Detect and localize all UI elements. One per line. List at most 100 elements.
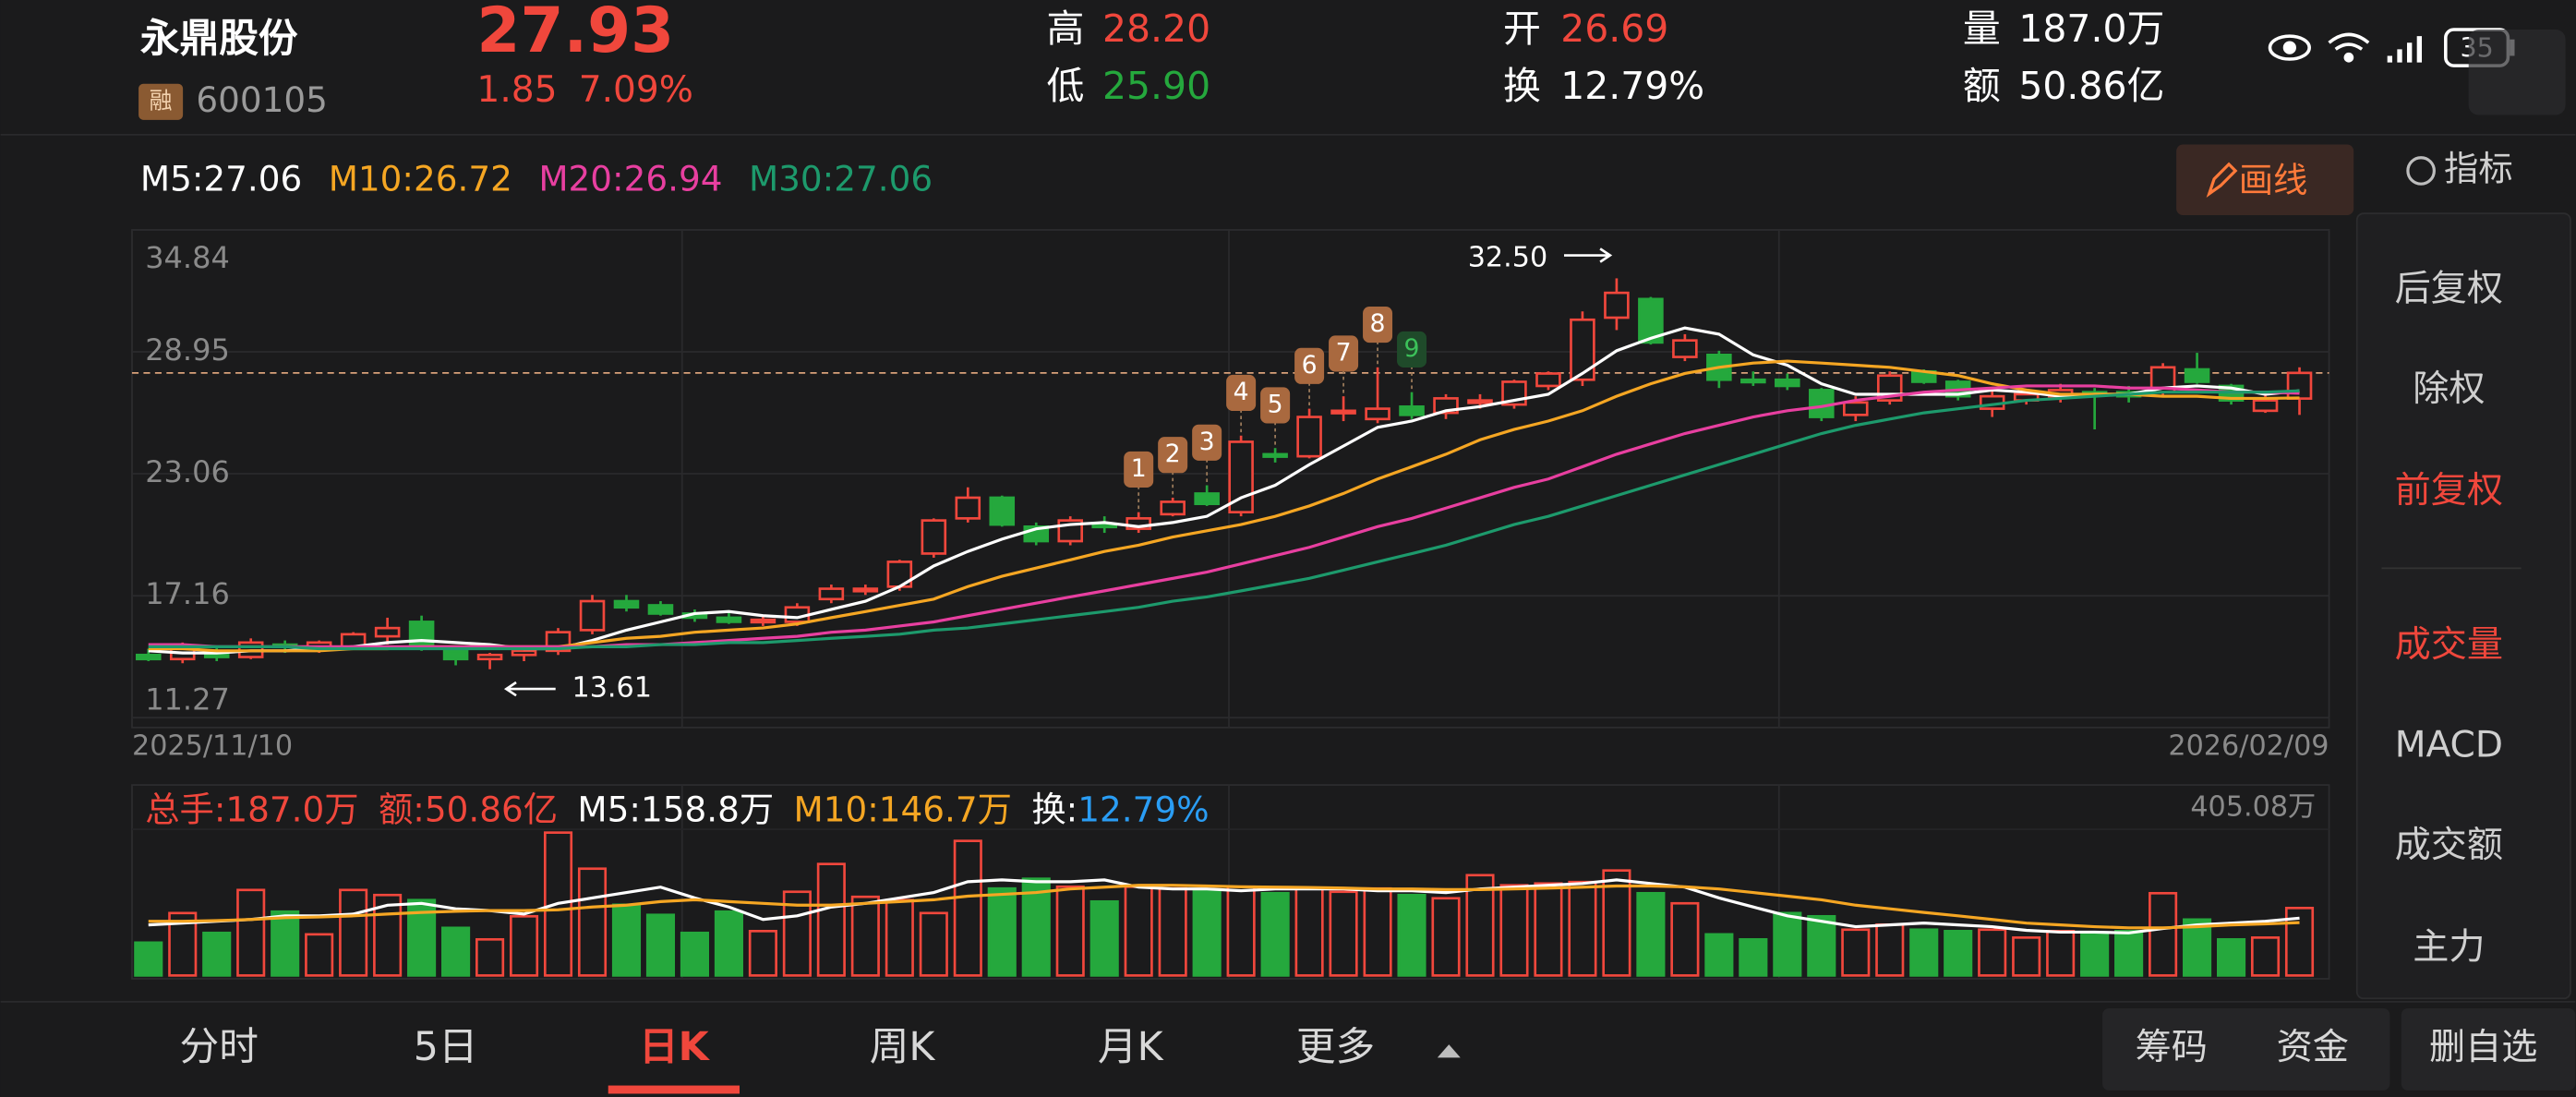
pencil-icon (2206, 162, 2238, 199)
volume-header-item: M10:146.7万 (794, 789, 1012, 829)
volume-bar (202, 931, 232, 977)
amount-value: 50.86亿 (2018, 64, 2164, 108)
side-menu-item[interactable]: 主力 (2413, 926, 2485, 968)
amount-label: 额 (1963, 64, 2001, 108)
volume-bar (1431, 897, 1461, 977)
candle-body (579, 599, 606, 632)
menu-button[interactable] (2468, 30, 2566, 115)
volume-frame (131, 784, 2330, 980)
volume-bar (714, 910, 743, 977)
volume-bar (2149, 891, 2178, 977)
volume-bar (1158, 886, 1187, 977)
volume-bar (441, 926, 471, 977)
volume-bar (2012, 936, 2041, 977)
ma-legend-item: M30:27.06 (749, 158, 933, 199)
draw-label[interactable]: 画线 (2239, 160, 2308, 200)
candle-body (1330, 409, 1356, 415)
td-box (1124, 451, 1154, 488)
action-button[interactable]: 资金 (2277, 1027, 2349, 1068)
tab[interactable]: 更多 (1296, 1024, 1375, 1070)
tab[interactable]: 分时 (180, 1024, 259, 1070)
candle-body (1570, 318, 1595, 381)
td-label: 2 (1165, 440, 1181, 468)
candle-body (921, 519, 947, 555)
candle-body (1842, 401, 1869, 416)
td-box (1260, 387, 1291, 424)
td-label: 3 (1199, 428, 1215, 456)
side-menu-item[interactable]: 成交额 (2395, 825, 2503, 866)
stock-name: 永鼎股份 (140, 16, 298, 62)
candle-body (750, 618, 776, 624)
td-box (1226, 374, 1257, 412)
high-label: 高 (1047, 6, 1085, 51)
volume-bar (2183, 918, 2212, 977)
volume-tick-label: 405.08万 (2190, 790, 2316, 823)
candle-body (1160, 500, 1186, 516)
turnover-value: 12.79% (1560, 64, 1704, 108)
side-menu-item[interactable]: 后复权 (2395, 268, 2503, 309)
volume-header-item: 总手:187.0万 (145, 789, 358, 829)
volume-bar (1875, 922, 1905, 977)
tab[interactable]: 月K (1098, 1024, 1164, 1070)
volume-bar (816, 862, 846, 977)
open-value: 26.69 (1560, 6, 1668, 51)
candle-body (1604, 291, 1630, 319)
high-arrow (1564, 247, 1613, 263)
candle-body (1365, 407, 1390, 421)
candle-body (511, 649, 537, 657)
change-pct: 7.09% (579, 69, 693, 111)
y-tick-label: 11.27 (145, 681, 230, 717)
volume-bar (236, 888, 266, 977)
candle-body (476, 653, 503, 661)
ma-legend-item: M20:26.94 (538, 158, 722, 199)
indicator-label[interactable]: 指标 (2444, 148, 2513, 188)
side-menu-item[interactable]: 除权 (2413, 368, 2485, 410)
high-annotation: 32.50 (1468, 242, 1548, 274)
low-arrow (503, 681, 556, 697)
volume-bar (1465, 874, 1495, 977)
volume-bar (953, 839, 982, 977)
ma-legend-item: M5:27.06 (140, 158, 302, 199)
action-button[interactable]: 删自选 (2429, 1027, 2537, 1068)
ma-line (148, 389, 2300, 651)
volume-bar (748, 930, 777, 977)
volume-bar (1602, 869, 1631, 977)
volume-bar (885, 898, 914, 977)
candle-body (955, 496, 981, 520)
candle-body (1535, 372, 1561, 388)
volume-bar (1499, 884, 1529, 977)
td-label: 4 (1234, 378, 1249, 406)
volume-bar (1773, 911, 1802, 977)
side-menu-item[interactable]: 前复权 (2395, 470, 2503, 512)
low-value: 25.90 (1102, 64, 1210, 108)
volume-bar (645, 913, 676, 977)
volume-bar (1363, 886, 1392, 977)
volume-bar (509, 914, 539, 977)
volume-bar (1226, 885, 1256, 977)
candle-body (1296, 416, 1322, 458)
ma-line (148, 384, 2300, 648)
volume-bar (1192, 888, 1222, 977)
tab[interactable]: 周K (870, 1024, 936, 1070)
volume-bar (1978, 928, 2007, 977)
ma-legend: M5:27.06 M10:26.72 M20:26.94 M30:27.06 (140, 158, 933, 199)
side-menu-item[interactable]: MACD (2395, 725, 2503, 766)
side-menu-item[interactable]: 成交量 (2395, 624, 2503, 666)
action-button[interactable]: 筹码 (2136, 1027, 2208, 1068)
td-label: 5 (1268, 390, 1283, 418)
candle-body (989, 496, 1016, 526)
tag-text: 融 (150, 87, 173, 114)
volume-header-item: 12.79% (1077, 789, 1209, 829)
volume-bar (134, 941, 163, 977)
draw-button[interactable] (2176, 144, 2354, 215)
candle-body (647, 604, 674, 615)
tag-badge (138, 83, 184, 120)
button-group (2102, 1007, 2390, 1091)
volume-bar (2114, 930, 2144, 977)
tab[interactable]: 日K (639, 1024, 711, 1070)
candle-body (2286, 371, 2313, 400)
tab[interactable]: 5日 (414, 1024, 478, 1070)
volume-bar (1670, 901, 1700, 977)
